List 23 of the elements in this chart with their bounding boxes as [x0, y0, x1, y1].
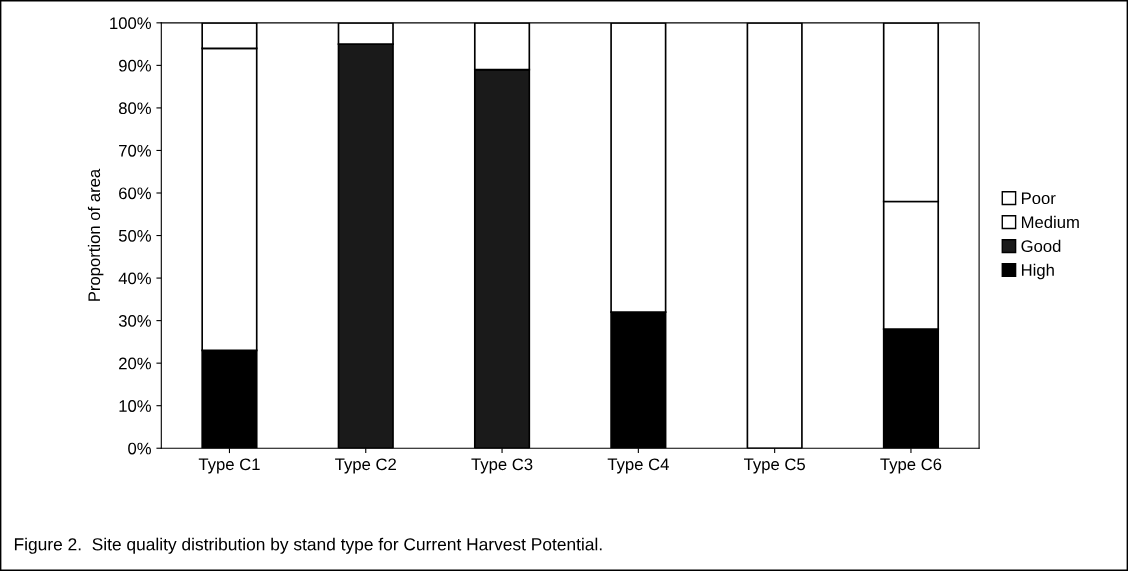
y-tick-label: 0% — [128, 442, 151, 455]
y-tick-label: 100% — [110, 17, 151, 30]
legend-label: Medium — [1021, 215, 1079, 229]
y-tick-label: 90% — [119, 59, 151, 72]
y-tick-label: 70% — [119, 144, 151, 157]
y-tick-label: 30% — [118, 315, 151, 327]
x-tick-label: Type C4 — [607, 458, 669, 474]
y-axis-title: Proportion of area — [87, 168, 104, 301]
x-tick-label: Type C2 — [335, 458, 396, 474]
y-tick-label: 40% — [118, 272, 151, 285]
legend-label: Good — [1021, 239, 1061, 253]
x-tick-label: Type C1 — [198, 458, 260, 474]
legend-label: Poor — [1021, 192, 1056, 205]
legend-label: High — [1021, 263, 1054, 280]
y-tick-label: 80% — [118, 102, 151, 115]
x-tick-label: Type C6 — [880, 458, 942, 474]
y-tick-label: 20% — [119, 357, 151, 370]
y-tick-label: 10% — [119, 400, 151, 412]
y-tick-label: 60% — [119, 187, 151, 200]
x-tick-label: Type C3 — [471, 458, 533, 474]
y-tick-label: 50% — [118, 229, 151, 242]
caption: Figure 2. Site quality distribution by stand type for Current Harvest Potential. — [14, 537, 602, 554]
x-tick-label: Type C5 — [744, 458, 805, 474]
